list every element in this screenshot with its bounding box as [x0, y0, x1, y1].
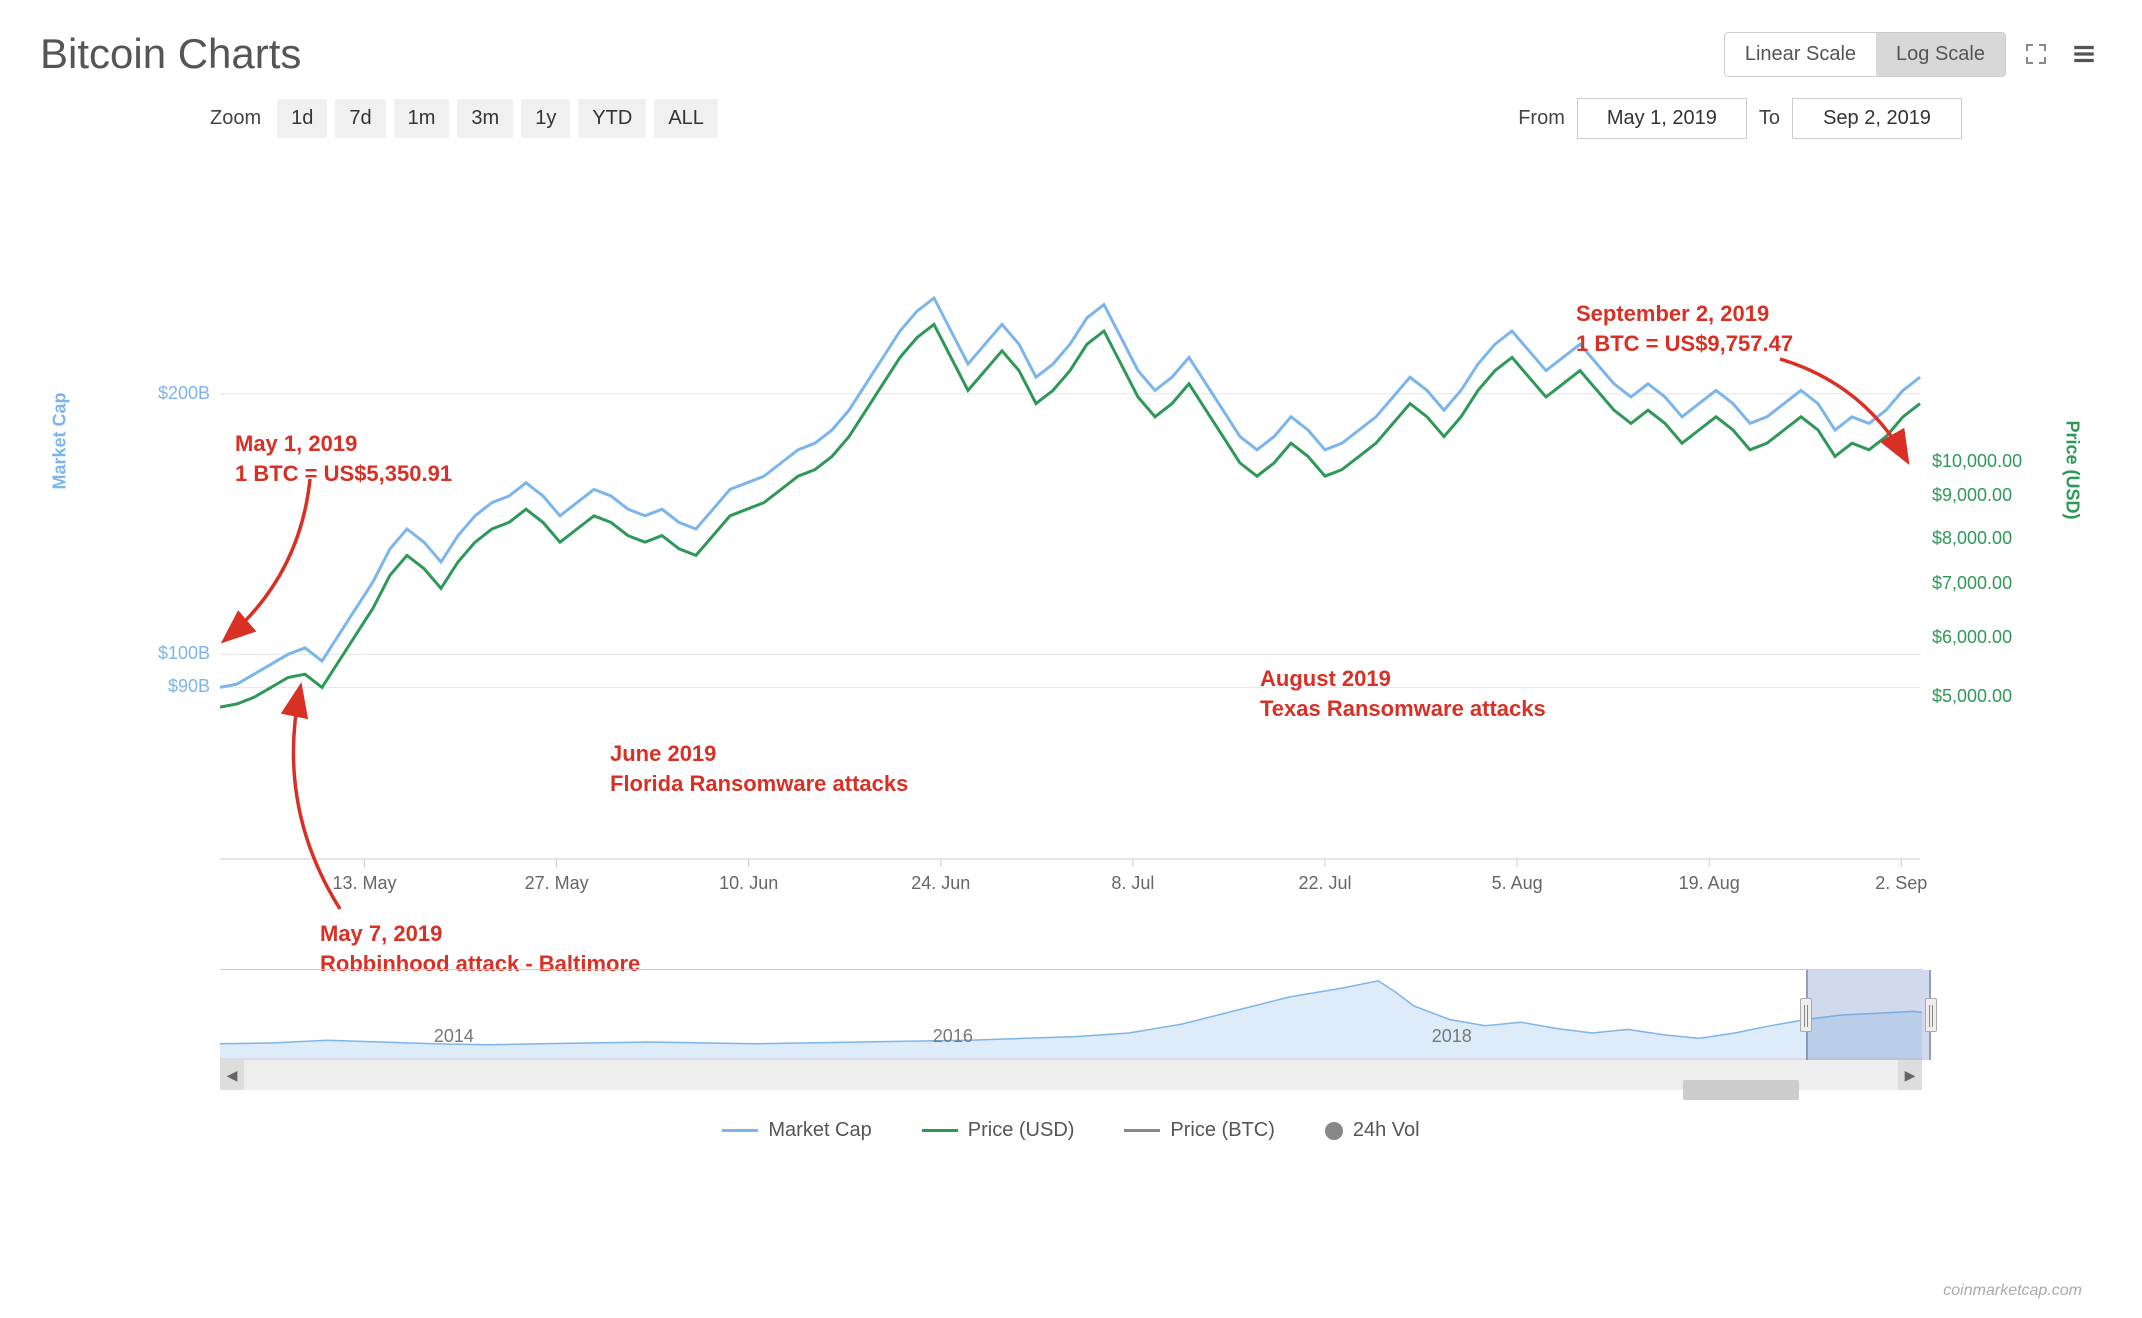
navigator-handle-left[interactable] [1800, 998, 1812, 1032]
zoom-1m[interactable]: 1m [394, 99, 450, 138]
x-tick: 22. Jul [1298, 873, 1351, 894]
from-label: From [1518, 107, 1565, 130]
navigator-svg [220, 970, 1922, 1060]
x-tick: 8. Jul [1111, 873, 1154, 894]
navigator-chart[interactable]: 2014 2016 2018 ◀ ▶ [220, 969, 1922, 1099]
header-controls: Linear Scale Log Scale [1724, 32, 2102, 77]
scroll-thumb[interactable] [1683, 1080, 1799, 1100]
main-chart[interactable]: Market Cap Price (USD) $200B$100B$90B $1… [40, 159, 2102, 939]
legend-market-cap[interactable]: Market Cap [722, 1119, 871, 1142]
y-right-tick: $6,000.00 [1932, 627, 2052, 648]
fullscreen-icon[interactable] [2018, 36, 2054, 72]
x-tick: 19. Aug [1679, 873, 1740, 894]
zoom-7d[interactable]: 7d [335, 99, 385, 138]
y-right-tick: $8,000.00 [1932, 528, 2052, 549]
legend-label: 24h Vol [1353, 1119, 1420, 1142]
navigator-handle-right[interactable] [1925, 998, 1937, 1032]
zoom-1y[interactable]: 1y [521, 99, 570, 138]
legend-swatch [1325, 1122, 1343, 1140]
annotation-a-may1: May 1, 20191 BTC = US$5,350.91 [235, 429, 452, 488]
zoom-ytd[interactable]: YTD [578, 99, 646, 138]
mini-year-label: 2018 [1432, 1026, 1472, 1047]
legend-price-usd[interactable]: Price (USD) [922, 1119, 1075, 1142]
legend-swatch [922, 1129, 958, 1132]
x-tick: 2. Sep [1875, 873, 1927, 894]
mini-year-label: 2016 [933, 1026, 973, 1047]
menu-icon[interactable] [2066, 36, 2102, 72]
legend-24h-vol[interactable]: 24h Vol [1325, 1119, 1420, 1142]
legend-swatch [722, 1129, 758, 1132]
header: Bitcoin Charts Linear Scale Log Scale [40, 30, 2102, 78]
x-tick: 27. May [525, 873, 589, 894]
page-title: Bitcoin Charts [40, 30, 301, 78]
from-date-input[interactable] [1577, 98, 1747, 139]
scroll-left-arrow[interactable]: ◀ [220, 1060, 244, 1090]
annotation-a-jun: June 2019Florida Ransomware attacks [610, 739, 908, 798]
zoom-label: Zoom [210, 107, 261, 130]
scale-toggle: Linear Scale Log Scale [1724, 32, 2006, 77]
legend-label: Price (USD) [968, 1119, 1075, 1142]
zoom-group: Zoom 1d 7d 1m 3m 1y YTD ALL [210, 99, 718, 138]
y-left-tick: $100B [120, 643, 210, 664]
zoom-all[interactable]: ALL [654, 99, 718, 138]
x-tick: 24. Jun [911, 873, 970, 894]
mini-year-label: 2014 [434, 1026, 474, 1047]
linear-scale-button[interactable]: Linear Scale [1725, 33, 1876, 76]
y-right-tick: $5,000.00 [1932, 686, 2052, 707]
y-right-tick: $7,000.00 [1932, 573, 2052, 594]
legend-price-btc[interactable]: Price (BTC) [1124, 1119, 1274, 1142]
x-tick: 13. May [332, 873, 396, 894]
date-range-group: From To [1518, 98, 1962, 139]
zoom-1d[interactable]: 1d [277, 99, 327, 138]
to-label: To [1759, 107, 1780, 130]
y-left-tick: $200B [120, 383, 210, 404]
to-date-input[interactable] [1792, 98, 1962, 139]
annotation-a-sep2: September 2, 20191 BTC = US$9,757.47 [1576, 299, 1793, 358]
zoom-3m[interactable]: 3m [457, 99, 513, 138]
legend-label: Price (BTC) [1170, 1119, 1274, 1142]
x-tick: 10. Jun [719, 873, 778, 894]
credit-text: coinmarketcap.com [1943, 1282, 2082, 1300]
chart-svg [40, 159, 2102, 939]
legend-swatch [1124, 1129, 1160, 1132]
scroll-right-arrow[interactable]: ▶ [1898, 1060, 1922, 1090]
navigator-selection[interactable] [1806, 970, 1931, 1060]
legend: Market Cap Price (USD) Price (BTC) 24h V… [40, 1119, 2102, 1142]
legend-label: Market Cap [768, 1119, 871, 1142]
x-tick: 5. Aug [1492, 873, 1543, 894]
log-scale-button[interactable]: Log Scale [1876, 33, 2005, 76]
y-right-tick: $10,000.00 [1932, 451, 2052, 472]
annotation-a-aug: August 2019Texas Ransomware attacks [1260, 664, 1546, 723]
navigator-scrollbar[interactable]: ◀ ▶ [220, 1060, 1922, 1090]
y-left-tick: $90B [120, 676, 210, 697]
controls-row: Zoom 1d 7d 1m 3m 1y YTD ALL From To [40, 98, 2102, 139]
y-right-tick: $9,000.00 [1932, 485, 2052, 506]
